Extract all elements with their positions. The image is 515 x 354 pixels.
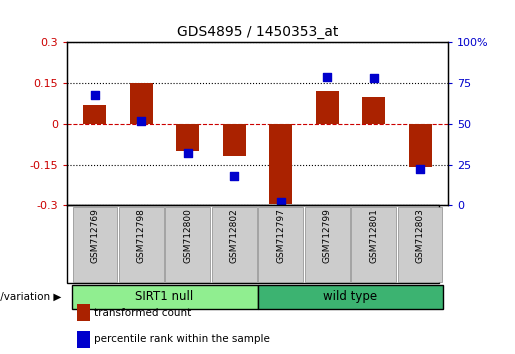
Bar <box>130 83 153 124</box>
Title: GDS4895 / 1450353_at: GDS4895 / 1450353_at <box>177 25 338 39</box>
Bar <box>408 124 432 167</box>
Bar <box>212 207 256 282</box>
Point <box>91 92 99 97</box>
Bar <box>269 124 293 204</box>
Bar <box>165 207 210 282</box>
Text: SIRT1 null: SIRT1 null <box>135 290 194 303</box>
Bar <box>259 207 303 282</box>
Point <box>277 199 285 205</box>
Bar <box>362 97 385 124</box>
Text: transformed count: transformed count <box>94 308 192 318</box>
Text: GSM712797: GSM712797 <box>276 209 285 263</box>
Point <box>184 150 192 156</box>
Bar <box>398 207 442 282</box>
Bar <box>305 207 350 282</box>
Text: percentile rank within the sample: percentile rank within the sample <box>94 334 270 344</box>
Text: GSM712802: GSM712802 <box>230 209 239 263</box>
Text: GSM712800: GSM712800 <box>183 209 192 263</box>
Text: wild type: wild type <box>323 290 377 303</box>
Bar <box>351 207 396 282</box>
Point <box>230 173 238 179</box>
Bar <box>73 207 117 282</box>
Point <box>416 167 424 172</box>
Text: GSM712803: GSM712803 <box>416 209 425 263</box>
Text: GSM712799: GSM712799 <box>323 209 332 263</box>
Point <box>137 118 145 124</box>
Bar <box>316 91 339 124</box>
Text: GSM712801: GSM712801 <box>369 209 378 263</box>
Point <box>370 75 378 81</box>
Text: genotype/variation ▶: genotype/variation ▶ <box>0 292 62 302</box>
Text: GSM712769: GSM712769 <box>90 209 99 263</box>
Bar <box>176 124 199 151</box>
Bar <box>119 207 164 282</box>
Bar <box>258 285 443 309</box>
Text: GSM712798: GSM712798 <box>137 209 146 263</box>
Bar <box>83 105 107 124</box>
Bar <box>222 124 246 156</box>
Point <box>323 74 331 80</box>
Bar <box>72 285 258 309</box>
